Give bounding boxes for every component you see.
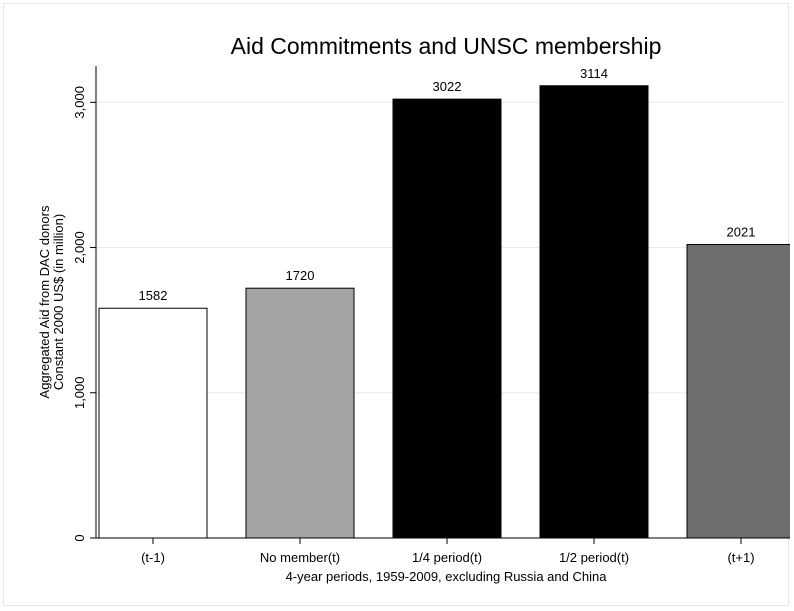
data-label: 3022: [433, 79, 462, 94]
chart-frame: 0 1,000 2,000 3,000 1582 (t-1) 1720 No member(t…: [3, 3, 790, 606]
y-axis-title-line-1: Aggregated Aid from DAC donors: [37, 205, 52, 398]
data-label: 1720: [286, 268, 315, 283]
bar: [686, 243, 790, 539]
labels: 0 1,000 2,000 3,000 1582 (t-1) 1720 No member(t…: [72, 66, 755, 565]
y-axis-title-line-2: Constant 2000 US$ (in million): [51, 214, 66, 390]
y-tick-label: 1,000: [72, 376, 87, 409]
bars: [98, 85, 790, 539]
chart-title: Aid Commitments and UNSC membership: [231, 33, 662, 59]
x-tick-label: No member(t): [260, 550, 340, 565]
x-tick-label: (t-1): [141, 550, 165, 565]
axes: [95, 66, 784, 539]
bar: [245, 287, 355, 539]
y-tick-label: 0: [72, 534, 87, 541]
y-tick-label: 3,000: [72, 86, 87, 119]
bar: [539, 85, 649, 539]
bar-chart: 0 1,000 2,000 3,000 1582 (t-1) 1720 No member(t…: [37, 33, 790, 584]
x-tick-label: (t+1): [727, 550, 754, 565]
x-tick-label: 1/4 period(t): [412, 550, 482, 565]
x-tick-label: 1/2 period(t): [559, 550, 629, 565]
data-label: 2021: [727, 224, 756, 239]
bar: [392, 98, 502, 539]
x-axis-title: 4-year periods, 1959-2009, excluding Rus…: [286, 569, 608, 584]
bar: [98, 307, 208, 539]
y-tick-label: 2,000: [72, 231, 87, 264]
data-label: 1582: [139, 288, 168, 303]
data-label: 3114: [580, 66, 608, 81]
